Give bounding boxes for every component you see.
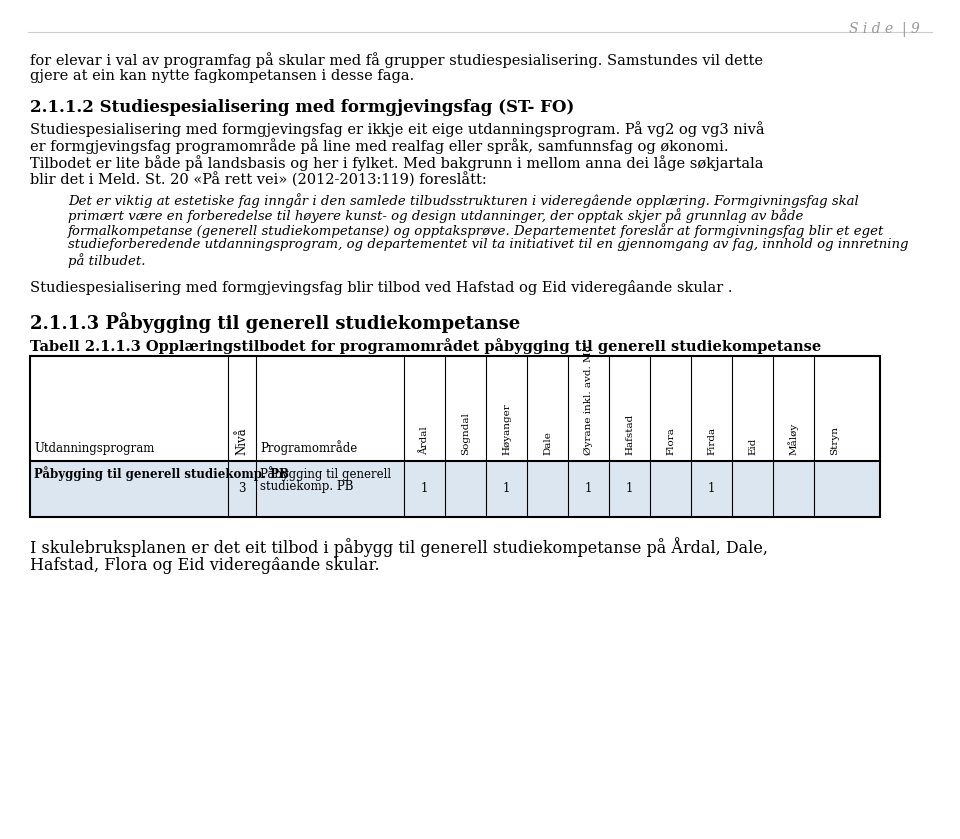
Text: Påbygging til generell: Påbygging til generell [260,466,391,481]
Text: formalkompetanse (generell studiekompetanse) og opptaksprøve. Departementet fore: formalkompetanse (generell studiekompeta… [68,223,884,238]
Text: studiekomp. PB: studiekomp. PB [260,480,353,493]
Text: 1: 1 [420,482,428,496]
Text: I skulebruksplanen er det eit tilbod i påbygg til generell studiekompetanse på Å: I skulebruksplanen er det eit tilbod i p… [30,537,768,557]
Text: på tilbudet.: på tilbudet. [68,253,146,268]
Text: Det er viktig at estetiske fag inngår i den samlede tilbudsstrukturen i viderega: Det er viktig at estetiske fag inngår i … [68,193,859,208]
Text: Tilbodet er lite både på landsbasis og her i fylket. Med bakgrunn i mellom anna : Tilbodet er lite både på landsbasis og h… [30,155,763,171]
Text: blir det i Meld. St. 20 «På rett vei» (2012-2013:119) foreslått:: blir det i Meld. St. 20 «På rett vei» (2… [30,172,487,187]
Text: Høyanger: Høyanger [502,404,511,455]
Text: 2.1.1.3 Påbygging til generell studiekompetanse: 2.1.1.3 Påbygging til generell studiekom… [30,312,520,333]
Text: Utdanningsprogram: Utdanningsprogram [34,442,155,455]
Text: Dale: Dale [543,431,552,455]
Text: Flora: Flora [666,427,675,455]
Text: er formgjevingsfag programområde på line med realfag eller språk, samfunnsfag og: er formgjevingsfag programområde på line… [30,138,729,154]
Text: Stryn: Stryn [830,426,839,455]
Text: Nivå: Nivå [235,427,249,455]
Text: primært være en forberedelse til høyere kunst- og design utdanninger, der opptak: primært være en forberedelse til høyere … [68,208,804,223]
Text: Studiespesialisering med formgjevingsfag er ikkje eit eige utdanningsprogram. På: Studiespesialisering med formgjevingsfag… [30,121,764,137]
Text: Påbygging til generell studiekomp. PB: Påbygging til generell studiekomp. PB [34,466,289,481]
Text: S i d e  | 9: S i d e | 9 [850,22,920,37]
Text: 1: 1 [626,482,634,496]
Text: Studiespesialisering med formgjevingsfag blir tilbod ved Hafstad og Eid viderega: Studiespesialisering med formgjevingsfag… [30,280,732,295]
Text: 1: 1 [585,482,592,496]
Text: 1: 1 [503,482,510,496]
Text: Sogndal: Sogndal [461,412,470,455]
Bar [30,356,880,461]
Bar [30,461,880,517]
Text: Programområde: Programområde [260,440,357,455]
Text: Hafstad: Hafstad [625,414,634,455]
Text: Årdal: Årdal [420,426,429,455]
Text: 2.1.1.2 Studiespesialisering med formgjevingsfag (ST- FO): 2.1.1.2 Studiespesialisering med formgje… [30,99,574,116]
Text: Måløy: Måløy [788,423,799,455]
Text: Firda: Firda [707,427,716,455]
Text: studieforberedende utdanningsprogram, og departementet vil ta initiativet til en: studieforberedende utdanningsprogram, og… [68,238,908,251]
Text: Hafstad, Flora og Eid videregâande skular.: Hafstad, Flora og Eid videregâande skul… [30,557,379,574]
Text: for elevar i val av programfag på skular med få grupper studiespesialisering. Sa: for elevar i val av programfag på skular… [30,52,763,68]
Text: 1: 1 [708,482,715,496]
Bar [30,356,880,517]
Text: 3: 3 [238,482,246,496]
Text: Tabell 2.1.1.3 Opplæringstilbodet for programområdet påbygging til generell stud: Tabell 2.1.1.3 Opplæringstilbodet for pr… [30,338,821,354]
Text: Øyrane inkl. avd. Mo: Øyrane inkl. avd. Mo [584,345,593,455]
Text: gjere at ein kan nytte fagkompetansen i desse faga.: gjere at ein kan nytte fagkompetansen i … [30,69,415,83]
Text: Eid: Eid [748,438,757,455]
